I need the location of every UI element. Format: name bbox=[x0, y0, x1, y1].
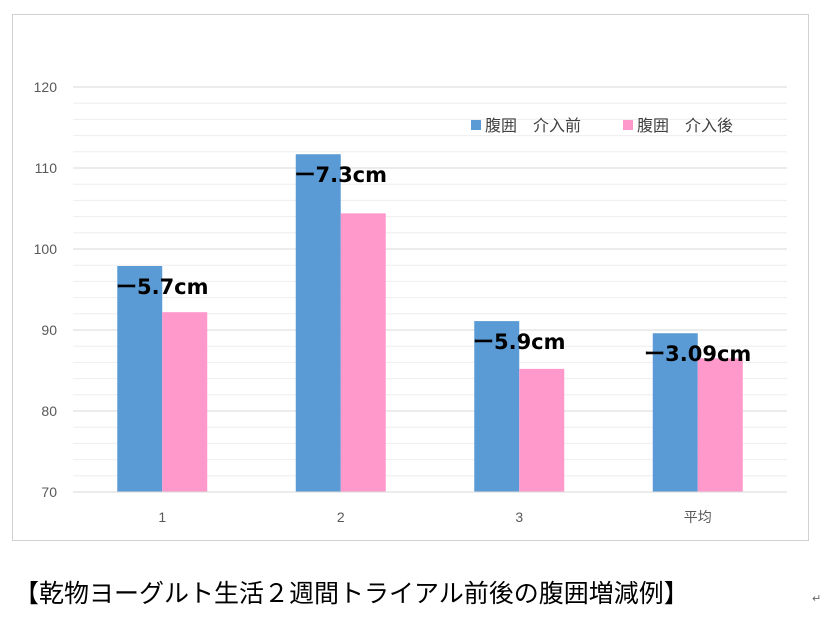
bar-after bbox=[162, 312, 208, 492]
bar-after bbox=[340, 213, 386, 493]
bar-after bbox=[697, 358, 743, 492]
x-tick-label: 1 bbox=[158, 509, 166, 525]
y-tick-label: 110 bbox=[35, 160, 58, 176]
x-tick-label: 3 bbox=[515, 509, 523, 525]
difference-label: ー7.3cm bbox=[294, 163, 387, 187]
caption-text: 【乾物ヨーグルト生活２週間トライアル前後の腹囲増減例】 bbox=[14, 579, 689, 608]
legend-swatch bbox=[471, 120, 481, 130]
y-tick-label: 70 bbox=[41, 484, 57, 500]
bar-before bbox=[117, 266, 163, 492]
difference-label: ー3.09cm bbox=[644, 342, 751, 366]
bar-chart: 70 80 90 100 110 120 1 ー5.7cm 2 ー7.3cm 3 ー5.9cm 平均 ー3… bbox=[34, 79, 787, 525]
y-tick-label: 100 bbox=[34, 241, 58, 257]
difference-label: ー5.7cm bbox=[116, 275, 209, 299]
bar-after bbox=[519, 368, 565, 492]
paragraph-mark-icon: ↵ bbox=[812, 592, 822, 605]
difference-label: ー5.9cm bbox=[473, 330, 566, 354]
chart-caption: 【乾物ヨーグルト生活２週間トライアル前後の腹囲増減例】 ↵ bbox=[0, 572, 827, 612]
chart-frame bbox=[12, 14, 809, 541]
y-tick-label: 80 bbox=[41, 403, 57, 419]
y-tick-label: 90 bbox=[41, 322, 57, 338]
x-tick-label: 平均 bbox=[684, 509, 712, 525]
bar-before bbox=[295, 154, 341, 493]
y-tick-label: 120 bbox=[34, 79, 58, 95]
bar-before bbox=[474, 321, 520, 492]
x-tick-label: 2 bbox=[337, 509, 345, 525]
bar-before bbox=[652, 333, 698, 492]
legend-swatch bbox=[623, 120, 633, 130]
legend-label: 腹囲 介入前 bbox=[485, 116, 581, 135]
legend-label: 腹囲 介入後 bbox=[637, 116, 733, 135]
